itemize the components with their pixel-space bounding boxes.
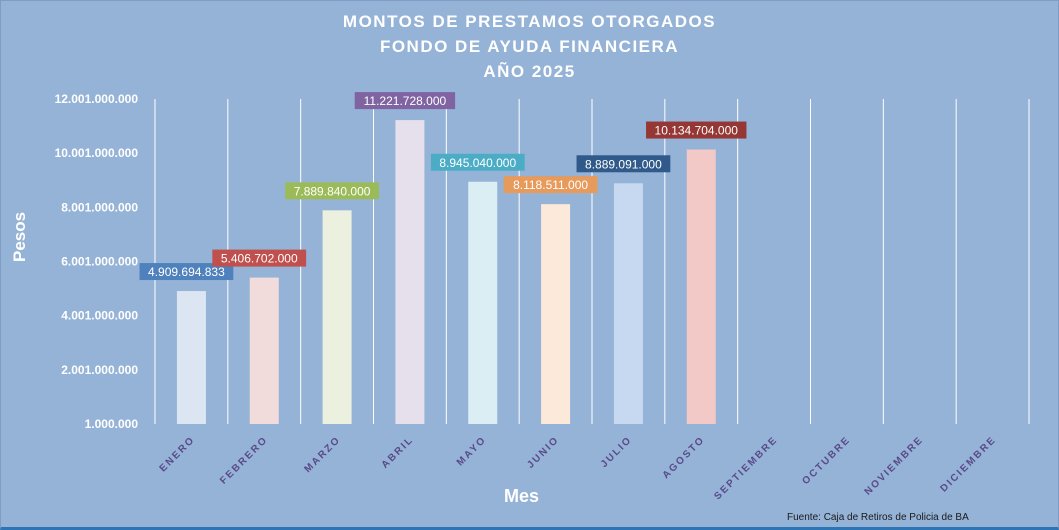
data-label: 10.134.704.000 [655,124,739,138]
x-tick-label: OCTUBRE [800,434,853,487]
x-tick-label: NOVIEMBRE [863,434,926,497]
data-label: 8.945.040.000 [439,156,516,170]
y-tick-label: 2.001.000.000 [61,363,138,377]
source-note: Fuente: Caja de Retiros de Policia de BA [787,512,969,523]
data-label-box [646,121,747,139]
x-tick-label: ENERO [158,434,198,474]
data-label-box [354,92,456,110]
chart-title-line-1: MONTOS DE PRESTAMOS OTORGADOS [342,12,717,31]
data-label: 11.221.728.000 [364,94,447,108]
x-tick-label: AGOSTO [661,434,708,481]
x-tick-label: MARZO [302,434,343,475]
data-label-box [139,263,234,281]
data-label: 5.406.702.000 [221,252,298,266]
x-tick-label: ABRIL [380,434,416,470]
y-tick-label: 8.001.000.000 [61,200,138,214]
data-label: 7.889.840.000 [294,184,371,198]
bar [395,120,425,424]
x-tick-label: MAYO [455,434,489,468]
y-tick-label: 12.001.000.000 [55,92,139,106]
data-label-box [285,182,379,200]
y-axis-label: Pesos [10,211,29,262]
bar [541,204,571,424]
bar [468,181,498,424]
data-label-box [576,155,671,173]
data-label-box [212,249,307,267]
y-tick-label: 4.001.000.000 [61,309,138,323]
data-label: 8.889.091.000 [585,157,662,171]
y-tick-label: 10.001.000.000 [55,146,139,160]
x-tick-label: JULIO [599,434,635,470]
x-tick-label: FEBRERO [218,434,270,486]
y-tick-label: 6.001.000.000 [61,255,138,269]
x-tick-label: DICIEMBRE [939,434,999,494]
chart-title-line-3: AÑO 2025 [483,62,576,81]
bar [176,291,206,424]
data-label-box [430,153,525,171]
bar [613,183,643,424]
x-axis-label: Mes [504,486,540,506]
x-tick-label: JUNIO [525,434,561,470]
bar [249,277,279,424]
chart-title-line-2: FONDO DE AYUDA FINANCIERA [379,37,680,56]
bar [686,149,716,424]
y-tick-label: 1.000.000 [85,417,139,431]
data-label: 4.909.694.833 [148,265,225,279]
x-tick-label: SEPTIEMBRE [712,434,780,502]
data-label: 8.118.511.000 [513,178,588,192]
data-label-box [503,176,598,194]
bar [322,210,352,424]
